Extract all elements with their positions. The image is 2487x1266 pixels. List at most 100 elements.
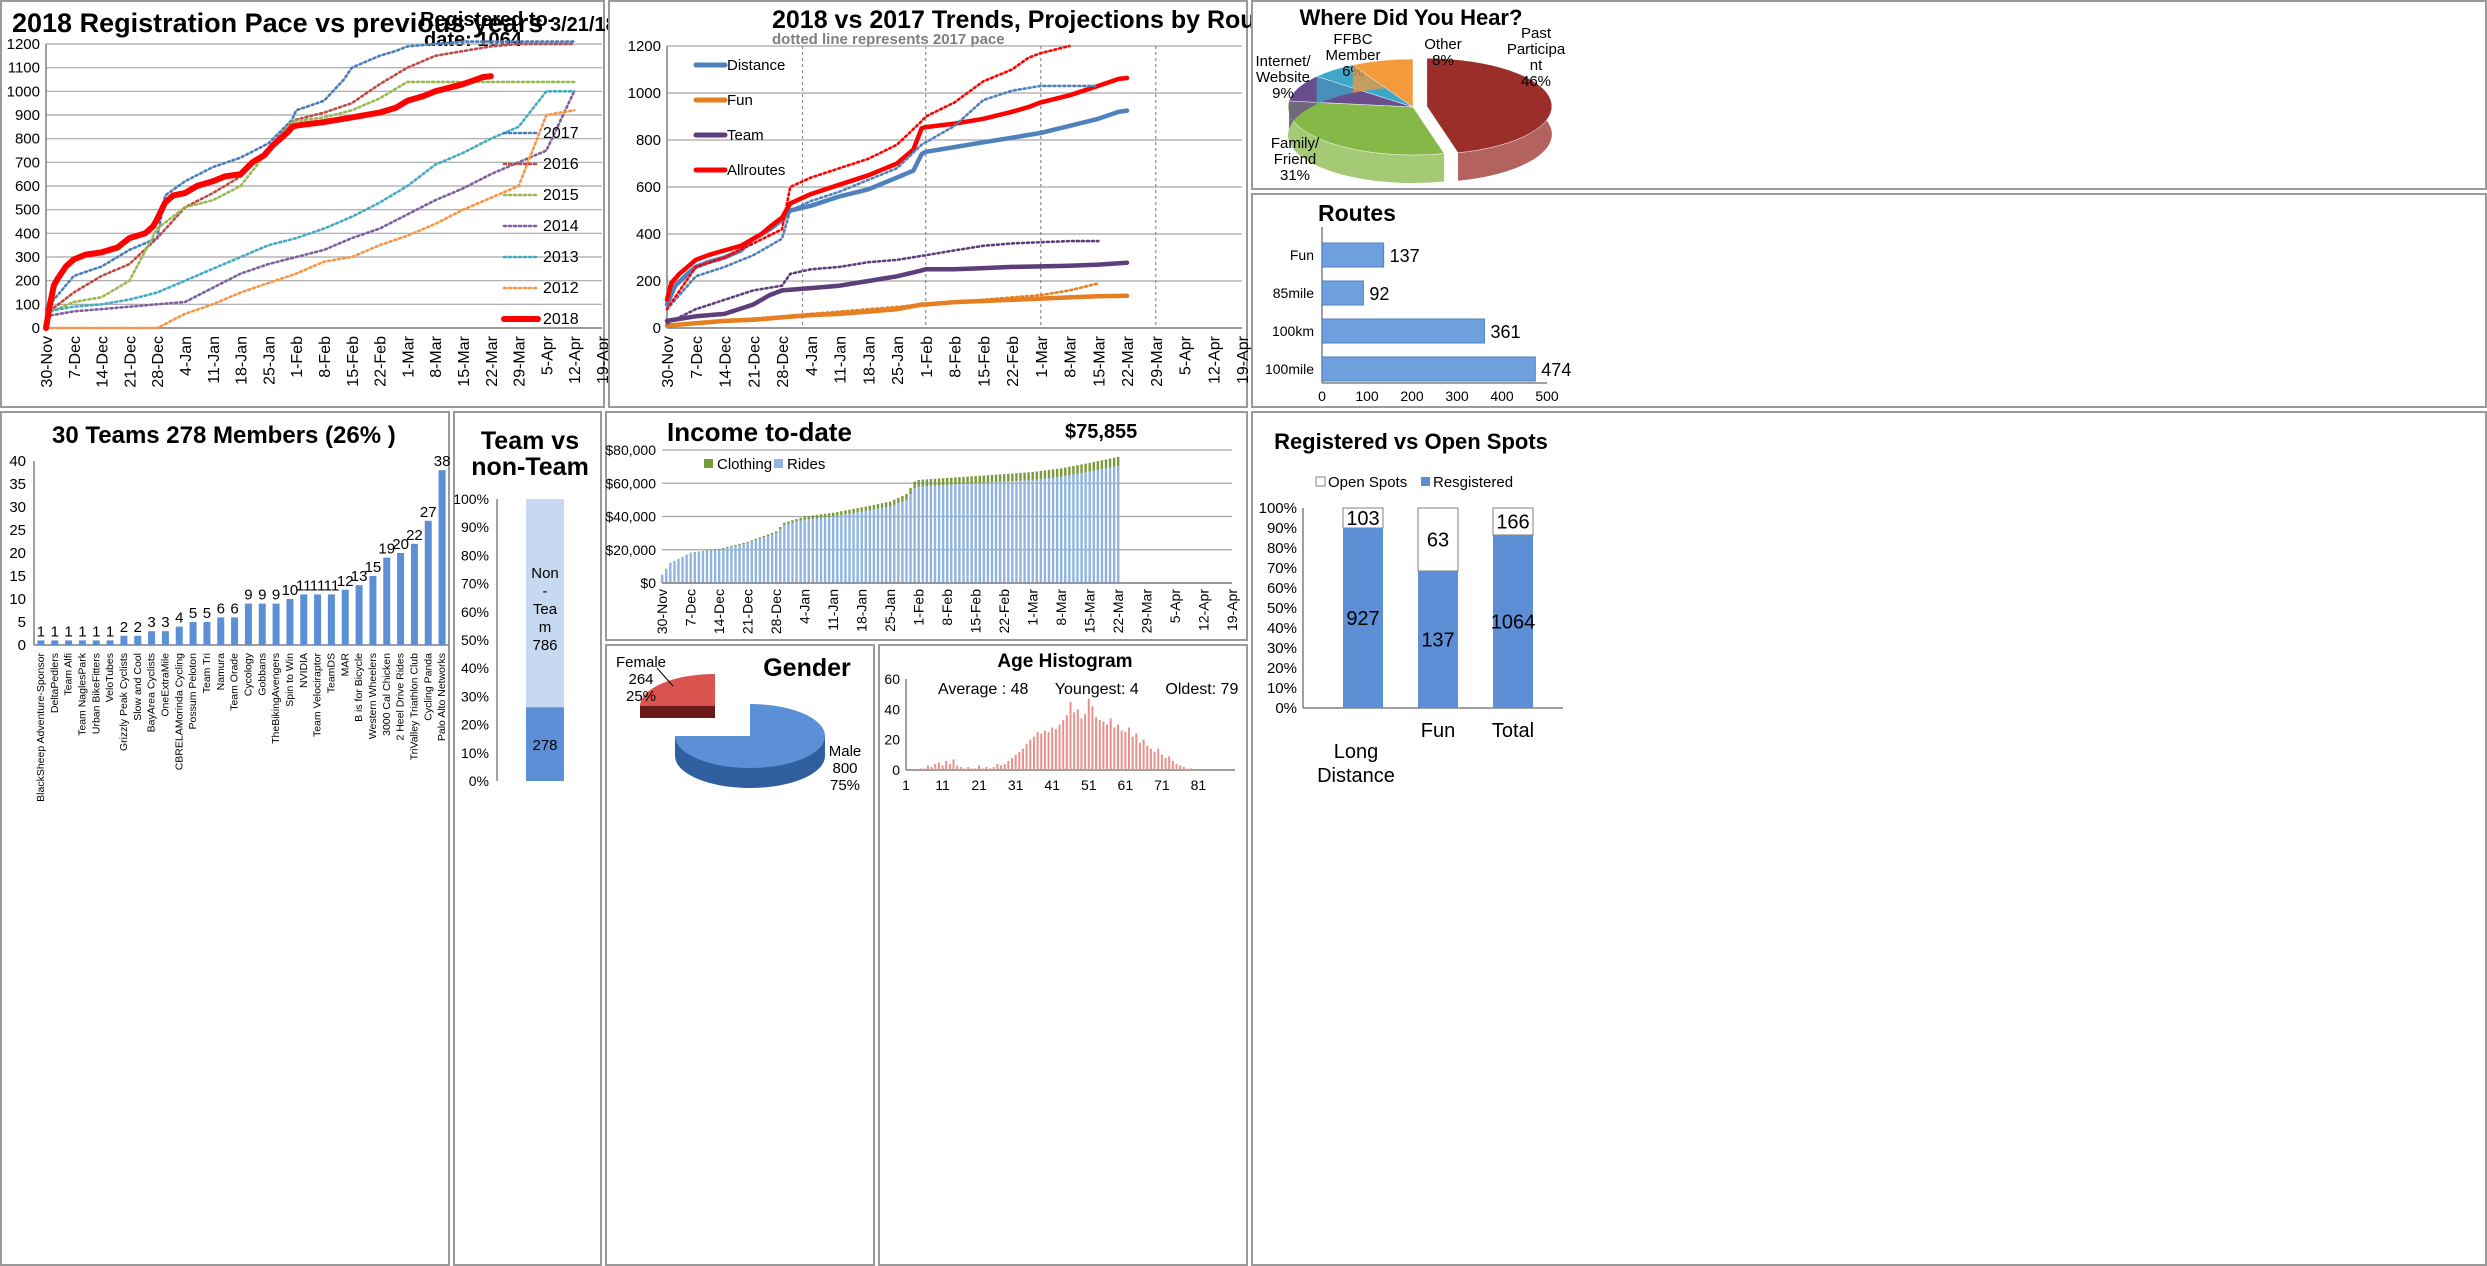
income-bar-rides (1100, 469, 1104, 583)
team-name: B is for Bicycle (353, 653, 365, 722)
team-bar (327, 594, 335, 645)
y-tick-label: 50% (1267, 600, 1297, 617)
age-bar (1138, 742, 1141, 770)
team-bar (37, 640, 45, 645)
income-bar-rides (884, 507, 888, 583)
y-tick-label: 500 (15, 202, 40, 219)
age-bar (1157, 748, 1160, 770)
income-bar-rides (856, 512, 859, 583)
income-bar-clothing (962, 476, 965, 484)
age-bar (1011, 757, 1014, 770)
team-value: 1 (51, 623, 59, 640)
income-bar-clothing (1080, 464, 1083, 474)
income-bar-rides (941, 485, 945, 583)
team-name: BayArea Cyclists (146, 653, 158, 732)
team-name: BlackSheep Adventure-Sponsor (35, 653, 47, 802)
y-tick-label: 400 (636, 226, 661, 243)
income-bar-clothing (819, 514, 823, 518)
trends-chart: 2018 vs 2017 Trends, Projections by Rout… (628, 6, 1369, 388)
income-bar-clothing (722, 547, 725, 549)
team-value: 3 (147, 614, 155, 631)
legend-label: 2016 (543, 156, 579, 173)
team-name: Grizzly Peak Cyclists (118, 653, 130, 751)
income-bar-rides (758, 538, 762, 583)
age-bar (945, 760, 948, 770)
y-tick-label: 80% (461, 547, 489, 563)
income-bar-clothing (738, 543, 741, 545)
team-value: 38 (434, 453, 451, 470)
income-bar-rides (685, 555, 688, 583)
income-bar-clothing (815, 514, 819, 519)
legend-label: 2013 (543, 249, 579, 266)
spots-chart: Registered vs Open Spots 0% 10% 20% 30% 40% 5… (1259, 429, 1563, 787)
income-bar-rides (1047, 478, 1051, 583)
category-label: Total (1492, 720, 1534, 742)
team-bar (355, 585, 363, 645)
team-name: OneExtraMile (159, 653, 171, 717)
route-bar (1321, 356, 1536, 382)
income-bar-rides (929, 485, 933, 583)
age-bar (1080, 718, 1083, 770)
legend-swatch (704, 459, 713, 468)
income-bar-clothing (795, 518, 798, 522)
income-bar-rides (913, 488, 916, 583)
team-bar (410, 543, 418, 645)
legend-label: 2015 (543, 187, 579, 204)
pie-slice-side (640, 706, 715, 718)
registered-value: 1064 (1491, 611, 1536, 633)
income-bar-clothing (1035, 471, 1038, 480)
income-bar-clothing (1076, 465, 1079, 474)
y-tick-label: $0 (640, 575, 656, 591)
team-name: Possum Peloton (187, 653, 199, 730)
legend-label: 2014 (543, 218, 579, 235)
age-bar (1043, 730, 1046, 770)
age-bar (1000, 765, 1003, 770)
team-name: TheBikingAvengers (270, 653, 282, 744)
age-bar (1120, 730, 1123, 770)
y-tick-label: 100% (1259, 500, 1297, 517)
income-bar-clothing (832, 512, 835, 517)
income-bar-clothing (742, 542, 745, 545)
team-bar (286, 599, 294, 645)
income-bar-rides (669, 563, 672, 583)
income-bar-rides (994, 482, 998, 583)
income-bar-clothing (787, 521, 790, 524)
x-tick-label: 30-Nov (660, 336, 677, 388)
y-tick-label: 0 (18, 637, 26, 654)
y-tick-label: 60% (461, 604, 489, 620)
y-tick-label: 10% (1267, 680, 1297, 697)
pie-label: Website (1256, 69, 1310, 86)
income-bar-clothing (758, 537, 762, 539)
team-bar (92, 640, 100, 645)
x-tick-label: 15-Mar (1091, 335, 1108, 386)
x-tick-label: 29-Mar (1139, 589, 1155, 634)
team-bar (78, 640, 86, 645)
income-bar-rides (693, 552, 696, 583)
x-tick-label: 1-Mar (1025, 589, 1041, 626)
income-bar-clothing (734, 544, 737, 546)
route-value: 137 (1390, 246, 1420, 266)
team-name: CBRELAMorinda Cycling (173, 653, 185, 770)
pie-label: nt (1530, 57, 1543, 74)
income-bar-clothing (766, 534, 770, 536)
income-bar-clothing (1112, 457, 1116, 467)
income-bar-rides (718, 549, 721, 583)
age-bar (1102, 721, 1105, 770)
income-bar-clothing (872, 504, 876, 510)
team-bar (217, 617, 225, 645)
y-tick-label: 0% (1275, 700, 1297, 717)
income-bar-rides (901, 501, 904, 583)
income-bar-rides (827, 516, 831, 583)
route-label: 100km (1272, 323, 1314, 339)
team-value: 5 (203, 605, 211, 622)
team-value: 13 (351, 568, 368, 585)
y-tick-label: $20,000 (605, 542, 656, 558)
pie-label: Female (616, 654, 666, 671)
trends-subtitle: dotted line represents 2017 pace (772, 31, 1005, 48)
income-bar-clothing (856, 508, 859, 513)
team-name: Spin to Win (284, 653, 296, 707)
x-tick-label: 22-Mar (484, 335, 501, 386)
y-tick-label: 5 (18, 614, 26, 631)
income-bar-rides (1112, 466, 1116, 583)
x-tick-label: 12-Apr (1206, 335, 1223, 384)
